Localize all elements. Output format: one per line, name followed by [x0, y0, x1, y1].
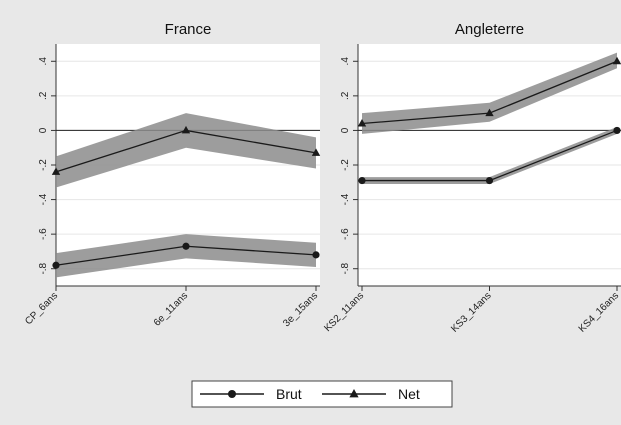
data-point-brut — [358, 176, 366, 185]
panel-0: France -.8 -.6 -.4 -.2 0 .2 .4 CP_6ans 6e_11ans 3e… — [23, 21, 321, 329]
legend-label: Brut — [276, 386, 302, 402]
y-tick-label: -.2 — [340, 159, 351, 171]
x-tick-label: KS4_16ans — [577, 290, 621, 334]
x-tick-label: 6e_11ans — [152, 290, 190, 328]
data-point-brut — [52, 261, 60, 269]
ci-band-brut — [362, 126, 617, 185]
panel-title: Angleterre — [455, 21, 524, 38]
data-point-net — [51, 167, 61, 175]
y-tick-label: .2 — [340, 91, 351, 100]
data-point-brut — [182, 242, 190, 250]
y-tick-label: -.2 — [38, 159, 49, 171]
y-tick-label: -.8 — [340, 262, 351, 274]
y-tick-label: .4 — [38, 57, 49, 66]
y-tick-label: .2 — [38, 91, 49, 100]
y-tick-label: -.6 — [38, 228, 49, 240]
data-point-net — [357, 119, 367, 127]
x-tick-label: KS3_14ans — [449, 290, 493, 334]
legend-label: Net — [398, 386, 420, 402]
x-tick-label: CP_6ans — [23, 290, 60, 327]
legend: Brut Net — [191, 380, 453, 408]
ci-band-brut — [56, 234, 316, 278]
panel-title: France — [165, 21, 212, 38]
data-point-net — [311, 148, 321, 156]
panel-1: Angleterre -.8 -.6 -.4 -.2 0 .2 .4 KS2_11ans KS3_… — [322, 21, 621, 335]
legend-marker-triangle — [349, 389, 359, 398]
data-point-brut — [312, 251, 320, 259]
data-point-brut — [485, 176, 494, 185]
data-point-net — [181, 125, 191, 134]
y-tick-label: -.8 — [38, 262, 49, 274]
y-tick-label: .4 — [340, 57, 351, 66]
ci-band-net — [362, 52, 617, 134]
y-tick-label: 0 — [38, 127, 49, 133]
y-tick-label: -.6 — [340, 228, 351, 240]
data-point-brut — [613, 126, 621, 135]
x-tick-label: KS2_11ans — [322, 290, 366, 334]
y-tick-label: -.4 — [340, 193, 351, 205]
y-tick-label: 0 — [340, 127, 351, 133]
data-point-net — [485, 108, 494, 117]
legend-marker-circle — [228, 390, 236, 398]
data-point-net — [612, 56, 621, 65]
x-tick-label: 3e_15ans — [281, 290, 320, 329]
y-tick-label: -.4 — [38, 193, 49, 205]
ci-band-net — [56, 113, 316, 188]
